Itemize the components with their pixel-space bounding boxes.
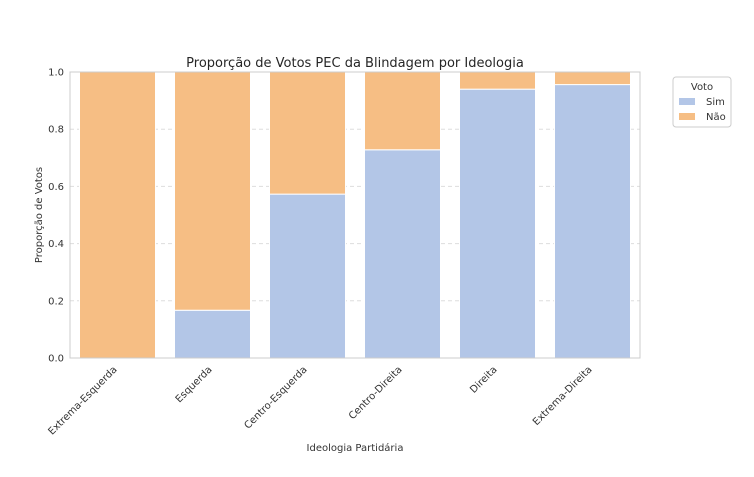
bar-sim — [269, 193, 346, 359]
y-tick-label: 0.8 — [48, 125, 64, 136]
x-axis-label: Ideologia Partidária — [307, 442, 404, 454]
y-tick-label: 1.0 — [48, 68, 64, 79]
legend-title: Voto — [691, 82, 713, 93]
y-ticks: 0.0 0.2 0.4 0.6 0.8 1.0 — [48, 68, 64, 365]
y-tick-label: 0.6 — [48, 182, 64, 193]
y-tick-label: 0.2 — [48, 296, 64, 307]
bars — [79, 71, 631, 359]
grid-lines — [70, 128, 640, 302]
plot-frame — [69, 71, 641, 359]
legend-label: Não — [706, 112, 726, 123]
y-tick-label: 0.0 — [48, 354, 64, 365]
chart-title: Proporção de Votos PEC da Blindagem por … — [186, 56, 524, 71]
bar-sim — [554, 84, 631, 359]
bar-no — [554, 71, 631, 86]
legend-swatch-sim — [679, 98, 695, 105]
y-tick-label: 0.4 — [48, 239, 64, 250]
bar-no — [269, 71, 346, 195]
legend-label: Sim — [706, 97, 725, 108]
legend-swatch-no — [679, 113, 695, 120]
bar-no — [459, 71, 536, 90]
bar-no — [174, 71, 251, 311]
bar-sim — [364, 149, 441, 359]
y-axis-label: Proporção de Votos — [34, 167, 45, 263]
bar-no — [364, 71, 441, 151]
bar-no — [79, 71, 156, 359]
legend-items: Sim Não — [679, 97, 726, 123]
bar-sim — [459, 88, 536, 359]
bar-sim — [174, 309, 251, 359]
legend: Voto Sim Não — [672, 76, 732, 128]
